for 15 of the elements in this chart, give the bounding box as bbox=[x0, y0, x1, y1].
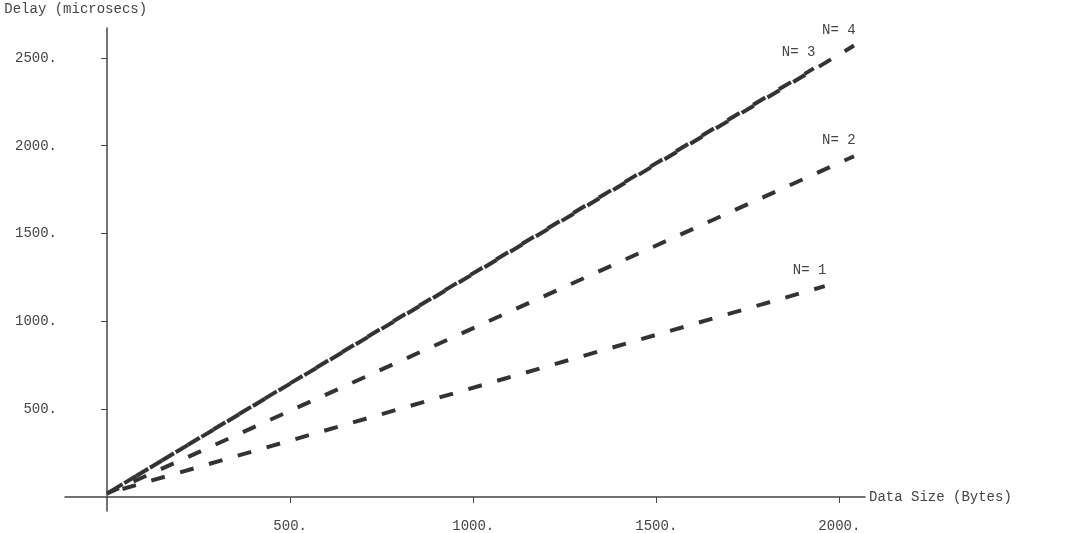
x-tick-label: 2000. bbox=[818, 518, 861, 533]
y-tick-label: 1000. bbox=[14, 313, 57, 330]
series-label: N= 1 bbox=[792, 262, 827, 279]
series-label: N= 3 bbox=[781, 44, 816, 61]
x-tick-label: 1500. bbox=[635, 518, 678, 533]
y-axis-title: Delay (microsecs) bbox=[4, 1, 148, 17]
x-tick-label: 500. bbox=[273, 518, 307, 533]
y-tick-label: 500. bbox=[23, 401, 57, 418]
series-label: N= 2 bbox=[822, 132, 856, 149]
y-tick-label: 1500. bbox=[14, 225, 57, 242]
series-label: N= 4 bbox=[822, 21, 856, 38]
y-tick-label: 2500. bbox=[14, 49, 57, 66]
y-tick-label: 2000. bbox=[14, 137, 57, 154]
x-axis-title: Data Size (Bytes) bbox=[869, 488, 1012, 505]
x-tick-label: 1000. bbox=[452, 518, 495, 533]
